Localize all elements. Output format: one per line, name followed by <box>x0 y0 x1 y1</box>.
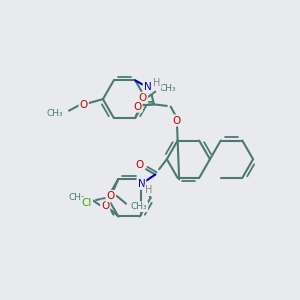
Text: N: N <box>144 82 152 92</box>
Text: H: H <box>153 78 160 88</box>
Text: O: O <box>139 93 147 103</box>
Text: O: O <box>80 100 88 110</box>
Text: CH₃: CH₃ <box>46 109 63 118</box>
Text: CH₃: CH₃ <box>160 84 176 93</box>
Text: Cl: Cl <box>82 198 92 208</box>
Text: O: O <box>173 116 181 125</box>
Text: CH₃: CH₃ <box>69 194 85 202</box>
Text: H: H <box>146 185 153 195</box>
Text: O: O <box>106 191 115 201</box>
Text: O: O <box>134 102 142 112</box>
Text: CH₃: CH₃ <box>130 202 147 211</box>
Text: O: O <box>101 201 110 211</box>
Text: N: N <box>138 179 145 189</box>
Text: O: O <box>136 160 144 170</box>
